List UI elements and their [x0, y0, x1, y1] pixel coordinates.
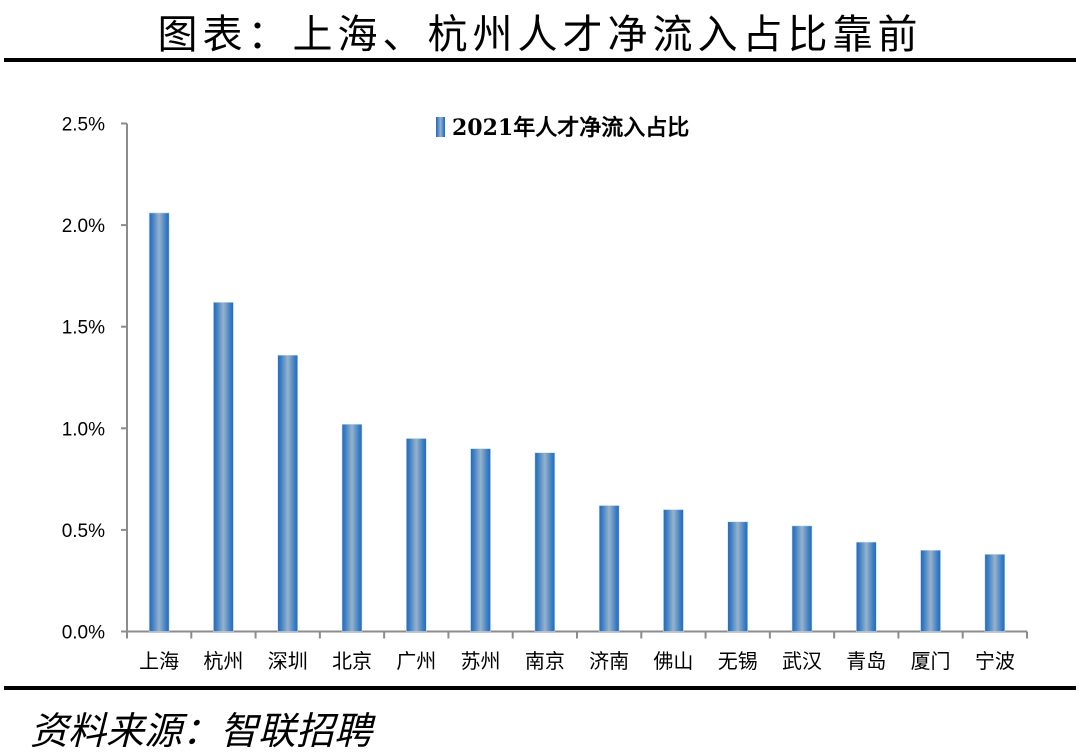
title-divider	[4, 58, 1076, 62]
y-tick-label: 2.5%	[62, 115, 105, 136]
x-tick-label: 佛山	[653, 649, 693, 673]
x-tick-label: 济南	[589, 649, 629, 673]
bar-广州	[405, 438, 427, 632]
bar-宁波	[984, 553, 1006, 632]
x-tick-label: 青岛	[846, 649, 886, 673]
bar-苏州	[470, 448, 491, 632]
x-tick-label: 无锡	[718, 649, 758, 673]
y-tick-label: 0.0%	[62, 623, 105, 644]
x-tick-label: 深圳	[268, 649, 308, 673]
y-tick-label: 1.0%	[62, 419, 105, 440]
bar-武汉	[791, 525, 813, 632]
source-note: 资料来源：智联招聘	[30, 709, 373, 753]
x-tick-label: 宁波	[975, 649, 1015, 673]
bar-无锡	[727, 521, 749, 632]
bar-深圳	[277, 354, 299, 632]
bar-济南	[598, 505, 620, 632]
footer-divider	[4, 686, 1076, 690]
x-tick-label: 厦门	[911, 649, 951, 673]
x-tick-label: 广州	[396, 649, 436, 673]
x-tick-label: 北京	[332, 649, 372, 673]
x-tick-label: 南京	[525, 649, 565, 673]
bar-青岛	[855, 541, 877, 632]
x-tick-label: 苏州	[461, 649, 501, 673]
x-tick-label: 武汉	[782, 649, 822, 673]
bar-佛山	[663, 509, 684, 632]
legend-label: 2021年人才净流入占比	[452, 115, 689, 141]
x-tick-label: 杭州	[203, 649, 243, 673]
bar-北京	[341, 423, 363, 632]
page-title: 图表：上海、杭州人才净流入占比靠前	[157, 12, 923, 58]
bar-南京	[534, 452, 556, 632]
bar-厦门	[920, 549, 941, 632]
bar-上海	[148, 212, 170, 632]
legend-swatch	[436, 117, 445, 137]
x-tick-label: 上海	[139, 649, 179, 673]
bar-杭州	[213, 302, 234, 632]
y-tick-label: 2.0%	[62, 216, 105, 237]
legend: 2021年人才净流入占比	[436, 115, 689, 141]
y-tick-label: 0.5%	[62, 521, 105, 542]
y-tick-label: 1.5%	[62, 318, 105, 339]
bar-chart: 0.0% 0.5% 1.0% 1.5% 2.0% 2.5% 上海 杭州 深圳 北京 广州 苏州 南京 济南…	[62, 115, 1028, 673]
